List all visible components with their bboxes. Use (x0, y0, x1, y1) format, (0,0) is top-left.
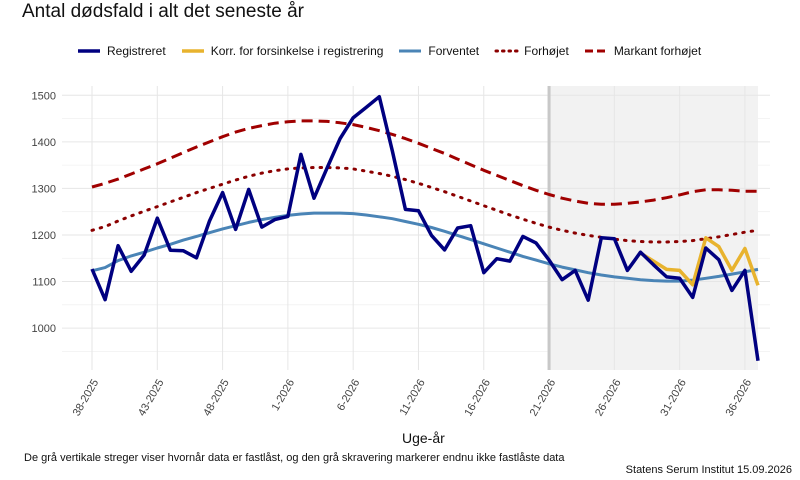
x-tick-label: 26-2026 (593, 377, 624, 418)
y-tick-label: 1100 (32, 277, 56, 289)
x-tick-label: 21-2026 (528, 377, 559, 418)
x-tick-label: 38-2025 (71, 377, 102, 418)
legend-label-registreret: Registreret (107, 44, 166, 58)
legend-item-markant: Markant forhøjet (583, 44, 701, 58)
legend-swatch-korrigeret (180, 44, 206, 58)
x-tick-label: 43-2025 (136, 377, 167, 418)
x-tick-label: 11-2026 (398, 377, 428, 417)
x-tick-label: 6-2026 (335, 377, 363, 413)
y-tick-label: 1300 (32, 183, 56, 195)
legend: Registreret Korr. for forsinkelse i regi… (76, 42, 715, 60)
series-line-korrigeret (639, 236, 760, 287)
legend-label-korrigeret: Korr. for forsinkelse i registrering (210, 44, 384, 58)
legend-item-registreret: Registreret (76, 44, 166, 58)
x-tick-label: 48-2025 (201, 377, 232, 418)
legend-item-forhoejet: Forhøjet (493, 44, 569, 58)
legend-swatch-forventet (397, 44, 423, 58)
y-tick-label: 1200 (32, 230, 56, 242)
legend-label-forventet: Forventet (428, 44, 480, 58)
y-tick-label: 1400 (32, 137, 56, 149)
source-credit: Statens Serum Institut 15.09.2026 (625, 464, 792, 476)
legend-swatch-registreret (76, 44, 102, 58)
legend-label-markant: Markant forhøjet (613, 44, 702, 58)
x-tick-label: 36-2026 (724, 377, 755, 418)
series-line-markant (91, 119, 758, 206)
x-tick-label: 1-2026 (270, 377, 298, 413)
y-tick-label: 1000 (32, 323, 56, 335)
footnote: De grå vertikale streger viser hvornår d… (24, 452, 565, 464)
legend-swatch-markant (583, 44, 609, 58)
legend-item-forventet: Forventet (397, 44, 479, 58)
series-line-forhoejet (90, 166, 760, 244)
unfixed-shading (549, 86, 758, 370)
legend-label-forhoejet: Forhøjet (524, 44, 569, 58)
x-axis-label: Uge-år (402, 430, 445, 446)
x-tick-label: 31-2026 (658, 377, 689, 418)
series-line-registreret (90, 94, 760, 361)
legend-item-korrigeret: Korr. for forsinkelse i registrering (180, 44, 384, 58)
chart-plot: 1000 1100 1200 1300 1400 1500 38-2025 43-2025 48… (32, 86, 770, 418)
x-tick-label: 16-2026 (462, 377, 493, 418)
y-tick-label: 1500 (32, 90, 56, 102)
chart-title: Antal dødsfald i alt det seneste år (22, 1, 304, 22)
